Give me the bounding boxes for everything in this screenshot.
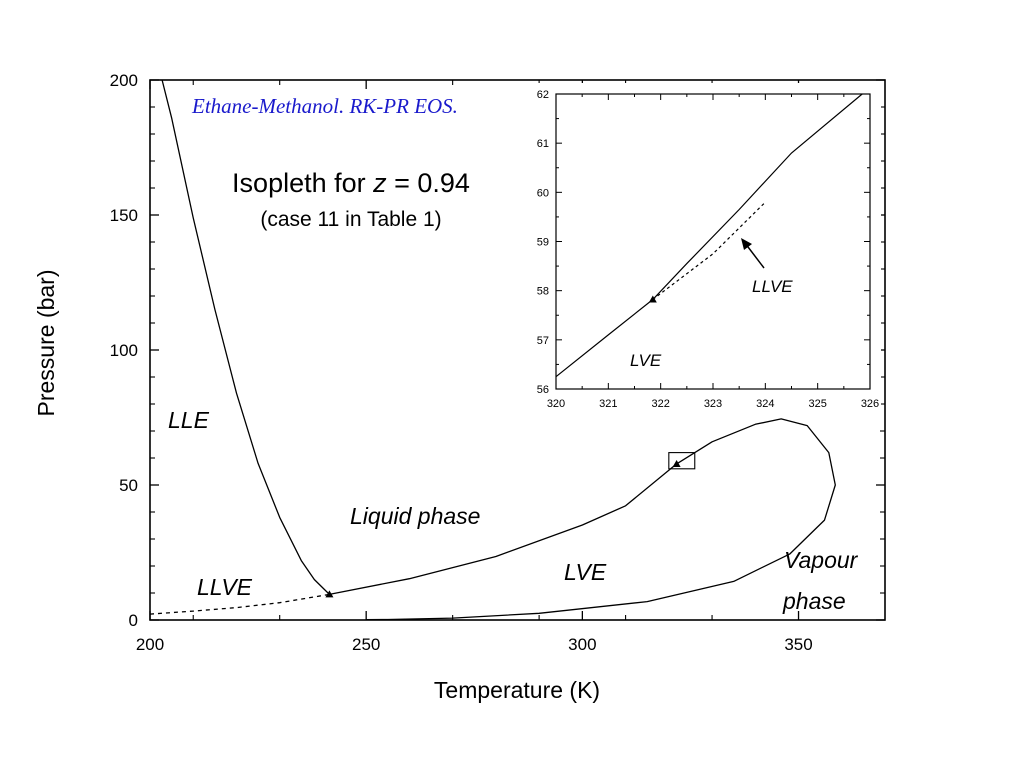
isopleth-title-variable: z bbox=[372, 168, 387, 198]
inset-x-tick-label: 324 bbox=[756, 398, 774, 410]
region-label-phase: phase bbox=[782, 588, 846, 614]
inset-series bbox=[555, 93, 863, 378]
region-label-vapour: Vapour bbox=[784, 547, 859, 573]
triangle-marker bbox=[672, 459, 681, 467]
inset-y-tick-label: 59 bbox=[537, 237, 549, 249]
isopleth-subtitle: (case 11 in Table 1) bbox=[260, 208, 441, 231]
inset-x-tick-label: 322 bbox=[651, 398, 669, 410]
series-line-2 bbox=[149, 593, 330, 615]
region-label-llve: LLVE bbox=[197, 574, 253, 600]
triangle-marker bbox=[325, 590, 334, 598]
isopleth-title-suffix: = 0.94 bbox=[387, 168, 470, 198]
inset-arrow bbox=[744, 242, 765, 269]
inset-arrow-head bbox=[741, 238, 752, 250]
inset-series-line-1 bbox=[555, 93, 863, 378]
region-label-lve: LVE bbox=[564, 559, 607, 585]
inset-y-tick-label: 57 bbox=[537, 335, 549, 347]
inset-x-tick-label: 321 bbox=[599, 398, 617, 410]
inset-x-tick-label: 325 bbox=[808, 398, 826, 410]
inset-x-tick-label: 323 bbox=[704, 398, 722, 410]
x-tick-label: 300 bbox=[568, 635, 596, 654]
series-line-1 bbox=[161, 79, 330, 595]
main-ticks: 200 250 300 350 0 50 100 150 200 bbox=[110, 71, 885, 654]
inset-background bbox=[535, 83, 881, 413]
isopleth-title-prefix: Isopleth for bbox=[232, 168, 373, 198]
region-label-lle: LLE bbox=[168, 407, 210, 433]
x-tick-label: 200 bbox=[136, 635, 164, 654]
y-tick-label: 0 bbox=[129, 611, 138, 630]
series-line-3 bbox=[329, 418, 836, 621]
y-tick-label: 150 bbox=[110, 206, 138, 225]
main-series bbox=[149, 79, 836, 621]
inset-y-tick-label: 58 bbox=[537, 286, 549, 298]
inset-ticks: 320 321 322 323 324 325 326 56 57 58 59 60 61 62 bbox=[537, 89, 879, 410]
y-tick-label: 200 bbox=[110, 71, 138, 90]
inset-x-tick-label: 320 bbox=[547, 398, 565, 410]
inset-y-tick-label: 60 bbox=[537, 187, 549, 199]
y-tick-label: 50 bbox=[119, 476, 138, 495]
isopleth-title: Isopleth for z = 0.94 bbox=[232, 168, 470, 198]
inset-y-tick-label: 56 bbox=[537, 384, 549, 396]
y-axis-title: Pressure (bar) bbox=[33, 270, 59, 417]
inset-triangle-marker bbox=[648, 295, 657, 303]
x-axis-title: Temperature (K) bbox=[434, 677, 600, 703]
inset-label-llve: LLVE bbox=[752, 277, 793, 296]
inset-label-lve: LVE bbox=[630, 351, 662, 370]
x-tick-label: 250 bbox=[352, 635, 380, 654]
inset-y-tick-label: 61 bbox=[537, 138, 549, 150]
zoom-box bbox=[668, 452, 696, 470]
inset-y-tick-label: 62 bbox=[537, 89, 549, 101]
chart-subtitle: Ethane-Methanol. RK-PR EOS. bbox=[191, 94, 458, 118]
x-tick-label: 350 bbox=[784, 635, 812, 654]
inset-series-line-2 bbox=[652, 201, 766, 300]
inset-x-tick-label: 326 bbox=[861, 398, 879, 410]
region-label-liquid-phase: Liquid phase bbox=[350, 503, 480, 529]
y-tick-label: 100 bbox=[110, 341, 138, 360]
